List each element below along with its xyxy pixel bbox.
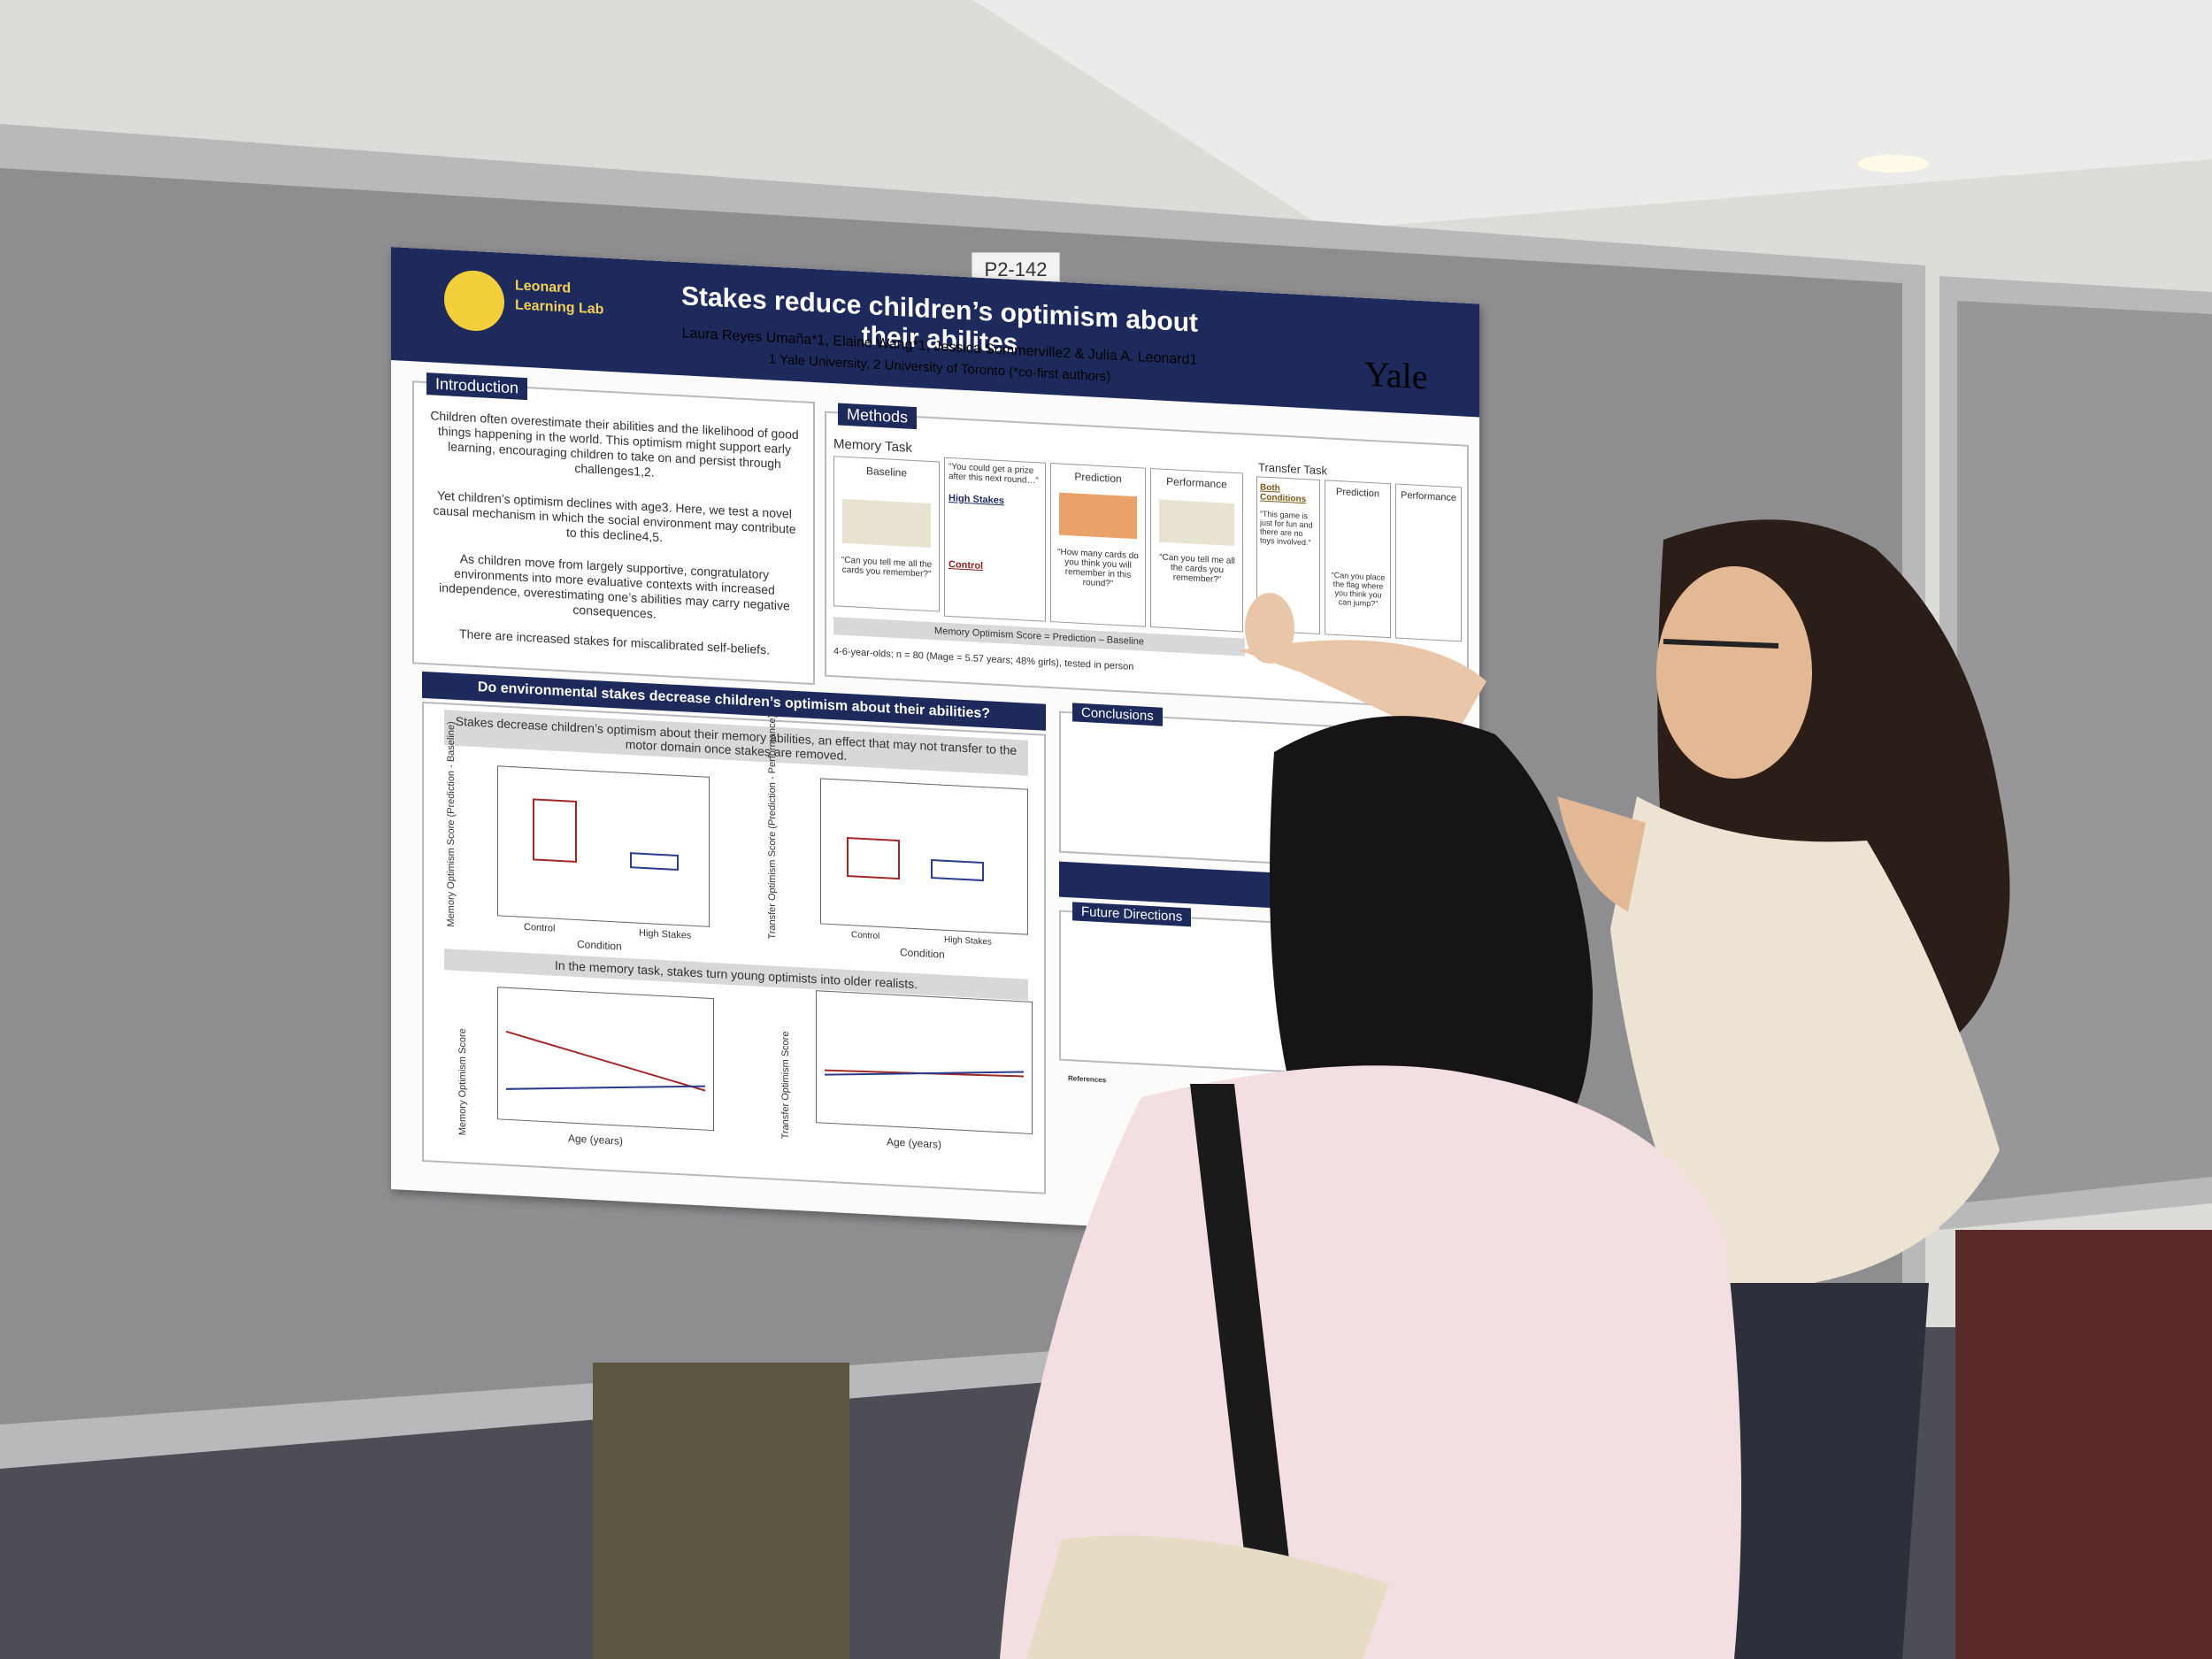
- tote-bag: [1026, 1535, 1389, 1659]
- trend-high-stakes: [505, 1085, 706, 1090]
- curtain: [1955, 1230, 2212, 1659]
- shoulder: [1557, 796, 1646, 911]
- legs-behind-board: [593, 1363, 849, 1659]
- side-board: [1957, 301, 2212, 1203]
- presenter-top: [1610, 796, 2000, 1292]
- trend-lines: [505, 1030, 706, 1092]
- hand: [1245, 593, 1294, 664]
- board-label: P2-142: [985, 258, 1048, 280]
- glasses: [1663, 639, 1779, 649]
- trend-lines: [824, 1069, 1025, 1078]
- bag-strap: [1190, 1084, 1301, 1659]
- ceiling: [973, 0, 2212, 230]
- trend-high-stakes: [824, 1071, 1025, 1076]
- visitor-hair: [1270, 716, 1593, 1150]
- poster: Leonard Learning Lab Stakes reduce child…: [391, 247, 1479, 1247]
- presenter-face: [1656, 566, 1812, 779]
- visitor-shirt: [1000, 1065, 1741, 1659]
- ceiling-light: [1858, 155, 1929, 173]
- trend-control: [505, 1030, 706, 1092]
